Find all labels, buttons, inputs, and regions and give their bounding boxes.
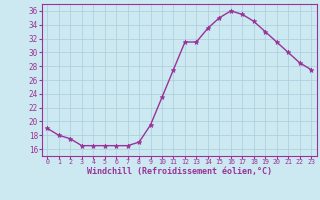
X-axis label: Windchill (Refroidissement éolien,°C): Windchill (Refroidissement éolien,°C) — [87, 167, 272, 176]
